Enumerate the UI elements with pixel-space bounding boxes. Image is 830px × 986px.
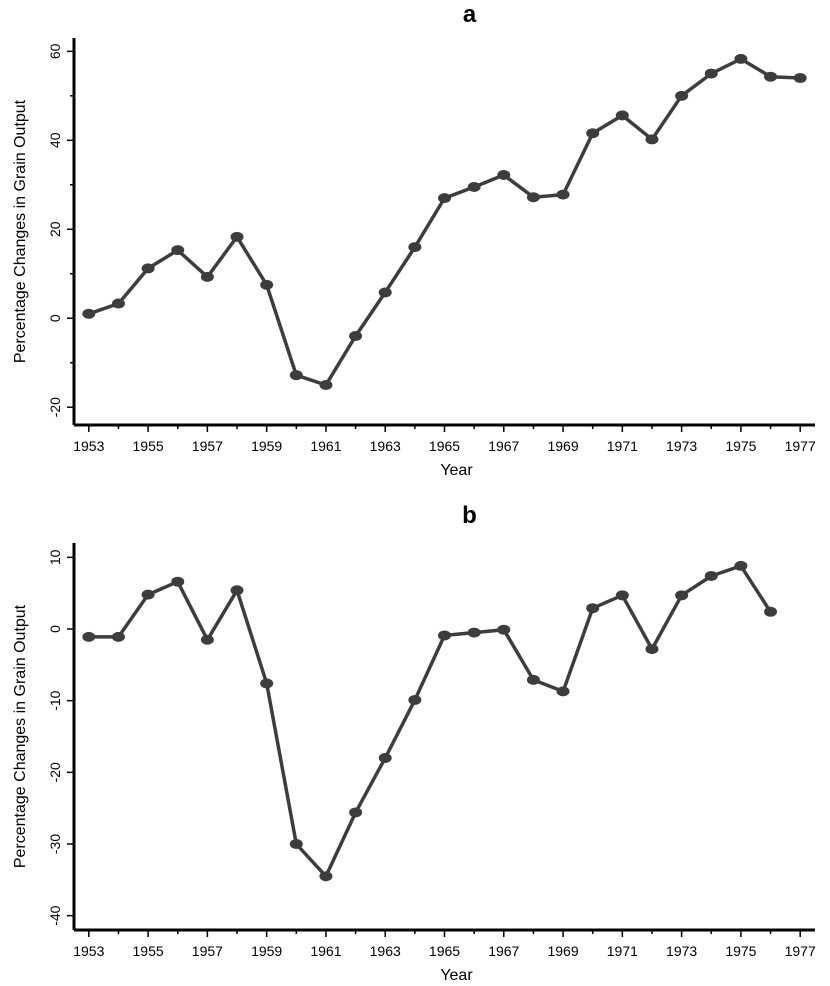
data-point [556,686,570,697]
data-point [764,606,778,617]
data-point [141,589,155,600]
data-point [349,807,363,818]
data-point [675,590,689,601]
data-point [704,570,718,581]
y-tick-label: -30 [47,834,63,854]
data-point [734,53,748,64]
x-tick-label: 1977 [785,438,816,454]
x-tick-label: 1959 [251,438,282,454]
y-tick-label: -20 [47,397,63,417]
data-point [586,603,600,614]
x-tick-label: 1961 [310,438,341,454]
x-tick-label: 1963 [370,943,401,959]
chart-panel-b: b -40 -30 -20 -10 0 10 1953 1955 1957 1959 1961 1963… [12,502,816,984]
x-tick-label: 1953 [73,438,104,454]
x-tick-label: 1969 [547,943,578,959]
data-point [438,193,451,204]
data-point [497,170,511,181]
data-point [645,134,659,145]
data-point [793,73,807,84]
y-tick-label: -20 [47,762,63,782]
data-point [349,331,363,342]
data-point [230,585,244,596]
data-point [171,576,185,587]
y-tick-label: 60 [47,43,63,59]
data-point [615,590,629,601]
x-tick-label: 1969 [547,438,578,454]
data-point [438,630,451,641]
data-point [526,674,540,685]
data-point [111,298,125,309]
chart-title: a [463,1,477,28]
x-axis-title: Year [440,967,473,984]
y-axis-title: Percentage Changes in Grain Output [12,604,29,868]
x-tick-label: 1961 [310,943,341,959]
data-point [467,627,481,638]
y-tick-label: 20 [47,221,63,237]
data-point [171,245,185,256]
data-point [289,370,303,381]
x-tick-label: 1955 [133,943,164,959]
x-tick-label: 1975 [725,943,756,959]
x-axis-title: Year [440,462,473,479]
y-tick-label: 0 [47,625,63,633]
x-tick-label: 1977 [785,943,816,959]
y-tick-label: 0 [47,314,63,322]
chart-title: b [462,502,477,529]
x-tick-label: 1963 [370,438,401,454]
chart-panel-a: a -20 0 20 40 60 1953 1955 1957 1959 1961 1963 1965 1… [12,1,816,479]
x-tick-label: 1959 [251,943,282,959]
x-tick-label: 1975 [725,438,756,454]
data-point [645,644,659,655]
y-tick-label: 10 [47,549,63,565]
data-point [289,839,303,849]
data-point [556,189,570,200]
data-point [141,263,155,274]
x-tick-label: 1955 [133,438,164,454]
y-axis-title: Percentage Changes in Grain Output [12,99,29,363]
data-point [319,379,333,390]
x-tick-label: 1971 [607,438,638,454]
data-point [378,753,392,763]
data-point [675,90,689,101]
x-tick-label: 1971 [607,943,638,959]
data-point [230,231,244,242]
data-point [200,271,214,282]
data-point [497,624,511,635]
x-tick-label: 1965 [429,943,460,959]
x-tick-label: 1973 [666,943,697,959]
x-tick-label: 1967 [488,438,519,454]
series-line [88,564,772,879]
data-point [764,71,778,82]
x-tick-label: 1965 [429,438,460,454]
y-tick-label: 40 [47,132,63,148]
data-point [734,560,748,571]
data-point [408,694,422,705]
x-tick-label: 1953 [73,943,104,959]
data-point [82,308,96,319]
x-tick-label: 1957 [192,438,223,454]
series-line [88,57,801,387]
data-point [586,128,600,139]
data-point [704,68,718,79]
data-point [260,678,274,689]
data-point [82,631,96,642]
data-point [378,287,392,298]
data-point [319,871,333,882]
x-tick-label: 1957 [192,943,223,959]
data-point [111,631,125,642]
data-point [408,242,422,253]
data-point [615,110,629,121]
data-point [467,182,481,193]
data-point [260,279,274,290]
y-tick-label: -40 [47,905,63,925]
x-tick-label: 1967 [488,943,519,959]
x-tick-label: 1973 [666,438,697,454]
y-tick-label: -10 [47,690,63,710]
data-point [526,192,540,203]
data-point [200,634,214,645]
